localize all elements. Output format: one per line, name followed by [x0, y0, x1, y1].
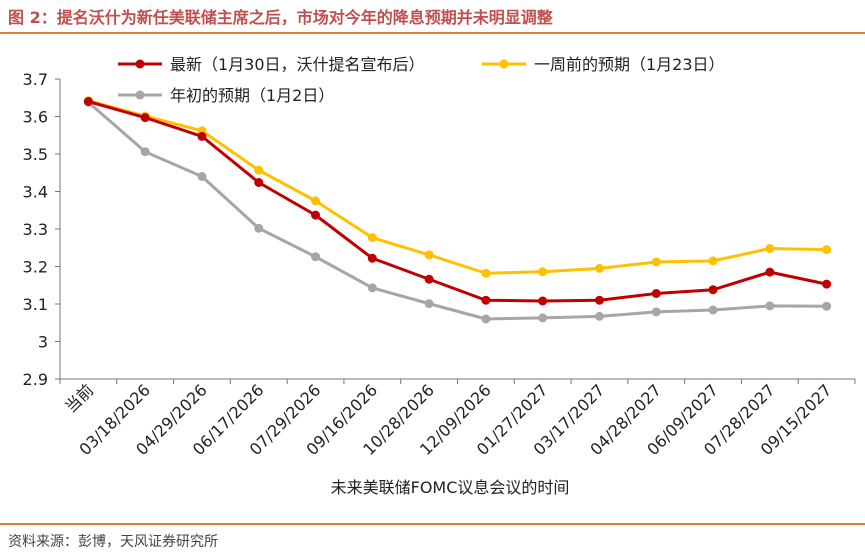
data-point: [765, 267, 775, 277]
data-point: [538, 267, 548, 277]
data-point: [651, 257, 661, 267]
data-point: [765, 244, 775, 253]
y-tick-label: 3.7: [23, 70, 48, 89]
data-point: [594, 263, 604, 273]
y-tick-label: 3.1: [23, 295, 48, 314]
data-point: [481, 314, 491, 324]
data-point: [708, 256, 718, 266]
data-point: [140, 113, 150, 123]
data-point: [367, 233, 377, 243]
series-line: [87, 100, 827, 303]
footer-divider: [0, 523, 865, 525]
series-line: [88, 99, 827, 275]
series-layer: [83, 96, 832, 324]
y-tick-label: 3: [38, 333, 48, 352]
y-tick-label: 3.5: [23, 145, 48, 164]
data-point: [594, 311, 604, 321]
legend-label: 最新（1月30日，沃什提名宣布后）: [170, 55, 425, 74]
data-point: [197, 131, 207, 141]
data-point: [424, 299, 434, 309]
axes: 2.933.13.23.33.43.53.63.7当前03/18/202604/…: [23, 70, 856, 459]
legend-swatch-marker: [135, 90, 145, 100]
data-point: [197, 172, 207, 181]
x-axis-title: 未来美联储FOMC议息会议的时间: [331, 478, 570, 497]
y-tick-label: 3.4: [23, 183, 48, 202]
data-point: [424, 250, 434, 260]
title-divider: [0, 32, 865, 34]
data-point: [481, 295, 491, 305]
data-point: [367, 283, 377, 293]
data-point: [765, 301, 775, 311]
data-point: [822, 279, 832, 289]
series-line: [87, 101, 827, 321]
data-point: [254, 178, 264, 187]
data-point: [424, 274, 434, 284]
legend-label: 一周前的预期（1月23日）: [534, 55, 725, 74]
data-point: [538, 313, 548, 323]
data-point: [708, 285, 718, 295]
y-tick-label: 3.2: [23, 258, 48, 277]
legend: 最新（1月30日，沃什提名宣布后） 一周前的预期（1月23日） 年初的预期（1月2日…: [118, 55, 725, 105]
data-point: [367, 253, 377, 263]
y-tick-label: 3.3: [23, 220, 48, 239]
source-note: 资料来源：彭博，天风证券研究所: [8, 534, 218, 550]
figure-title: 图 2：提名沃什为新任美联储主席之后，市场对今年的降息预期并未明显调整: [8, 8, 553, 27]
data-point: [651, 307, 661, 317]
legend-swatch-marker: [499, 59, 509, 69]
data-point: [311, 196, 321, 206]
data-point: [83, 97, 93, 106]
data-point: [140, 147, 150, 157]
data-point: [822, 245, 832, 255]
data-point: [254, 223, 264, 233]
x-tick-label: 当前: [61, 380, 97, 416]
data-point: [651, 289, 661, 298]
data-point: [822, 301, 832, 311]
y-tick-label: 2.9: [23, 370, 48, 389]
data-point: [311, 252, 321, 262]
data-point: [594, 295, 604, 305]
legend-label: 年初的预期（1月2日）: [170, 86, 334, 105]
data-point: [481, 268, 491, 278]
data-point: [708, 305, 718, 315]
legend-swatch-marker: [135, 59, 145, 69]
y-tick-label: 3.6: [23, 108, 48, 127]
data-point: [254, 165, 264, 175]
chart-area: 2.933.13.23.33.43.53.63.7当前03/18/202604/…: [23, 55, 856, 497]
data-point: [538, 296, 548, 306]
data-point: [311, 210, 321, 220]
